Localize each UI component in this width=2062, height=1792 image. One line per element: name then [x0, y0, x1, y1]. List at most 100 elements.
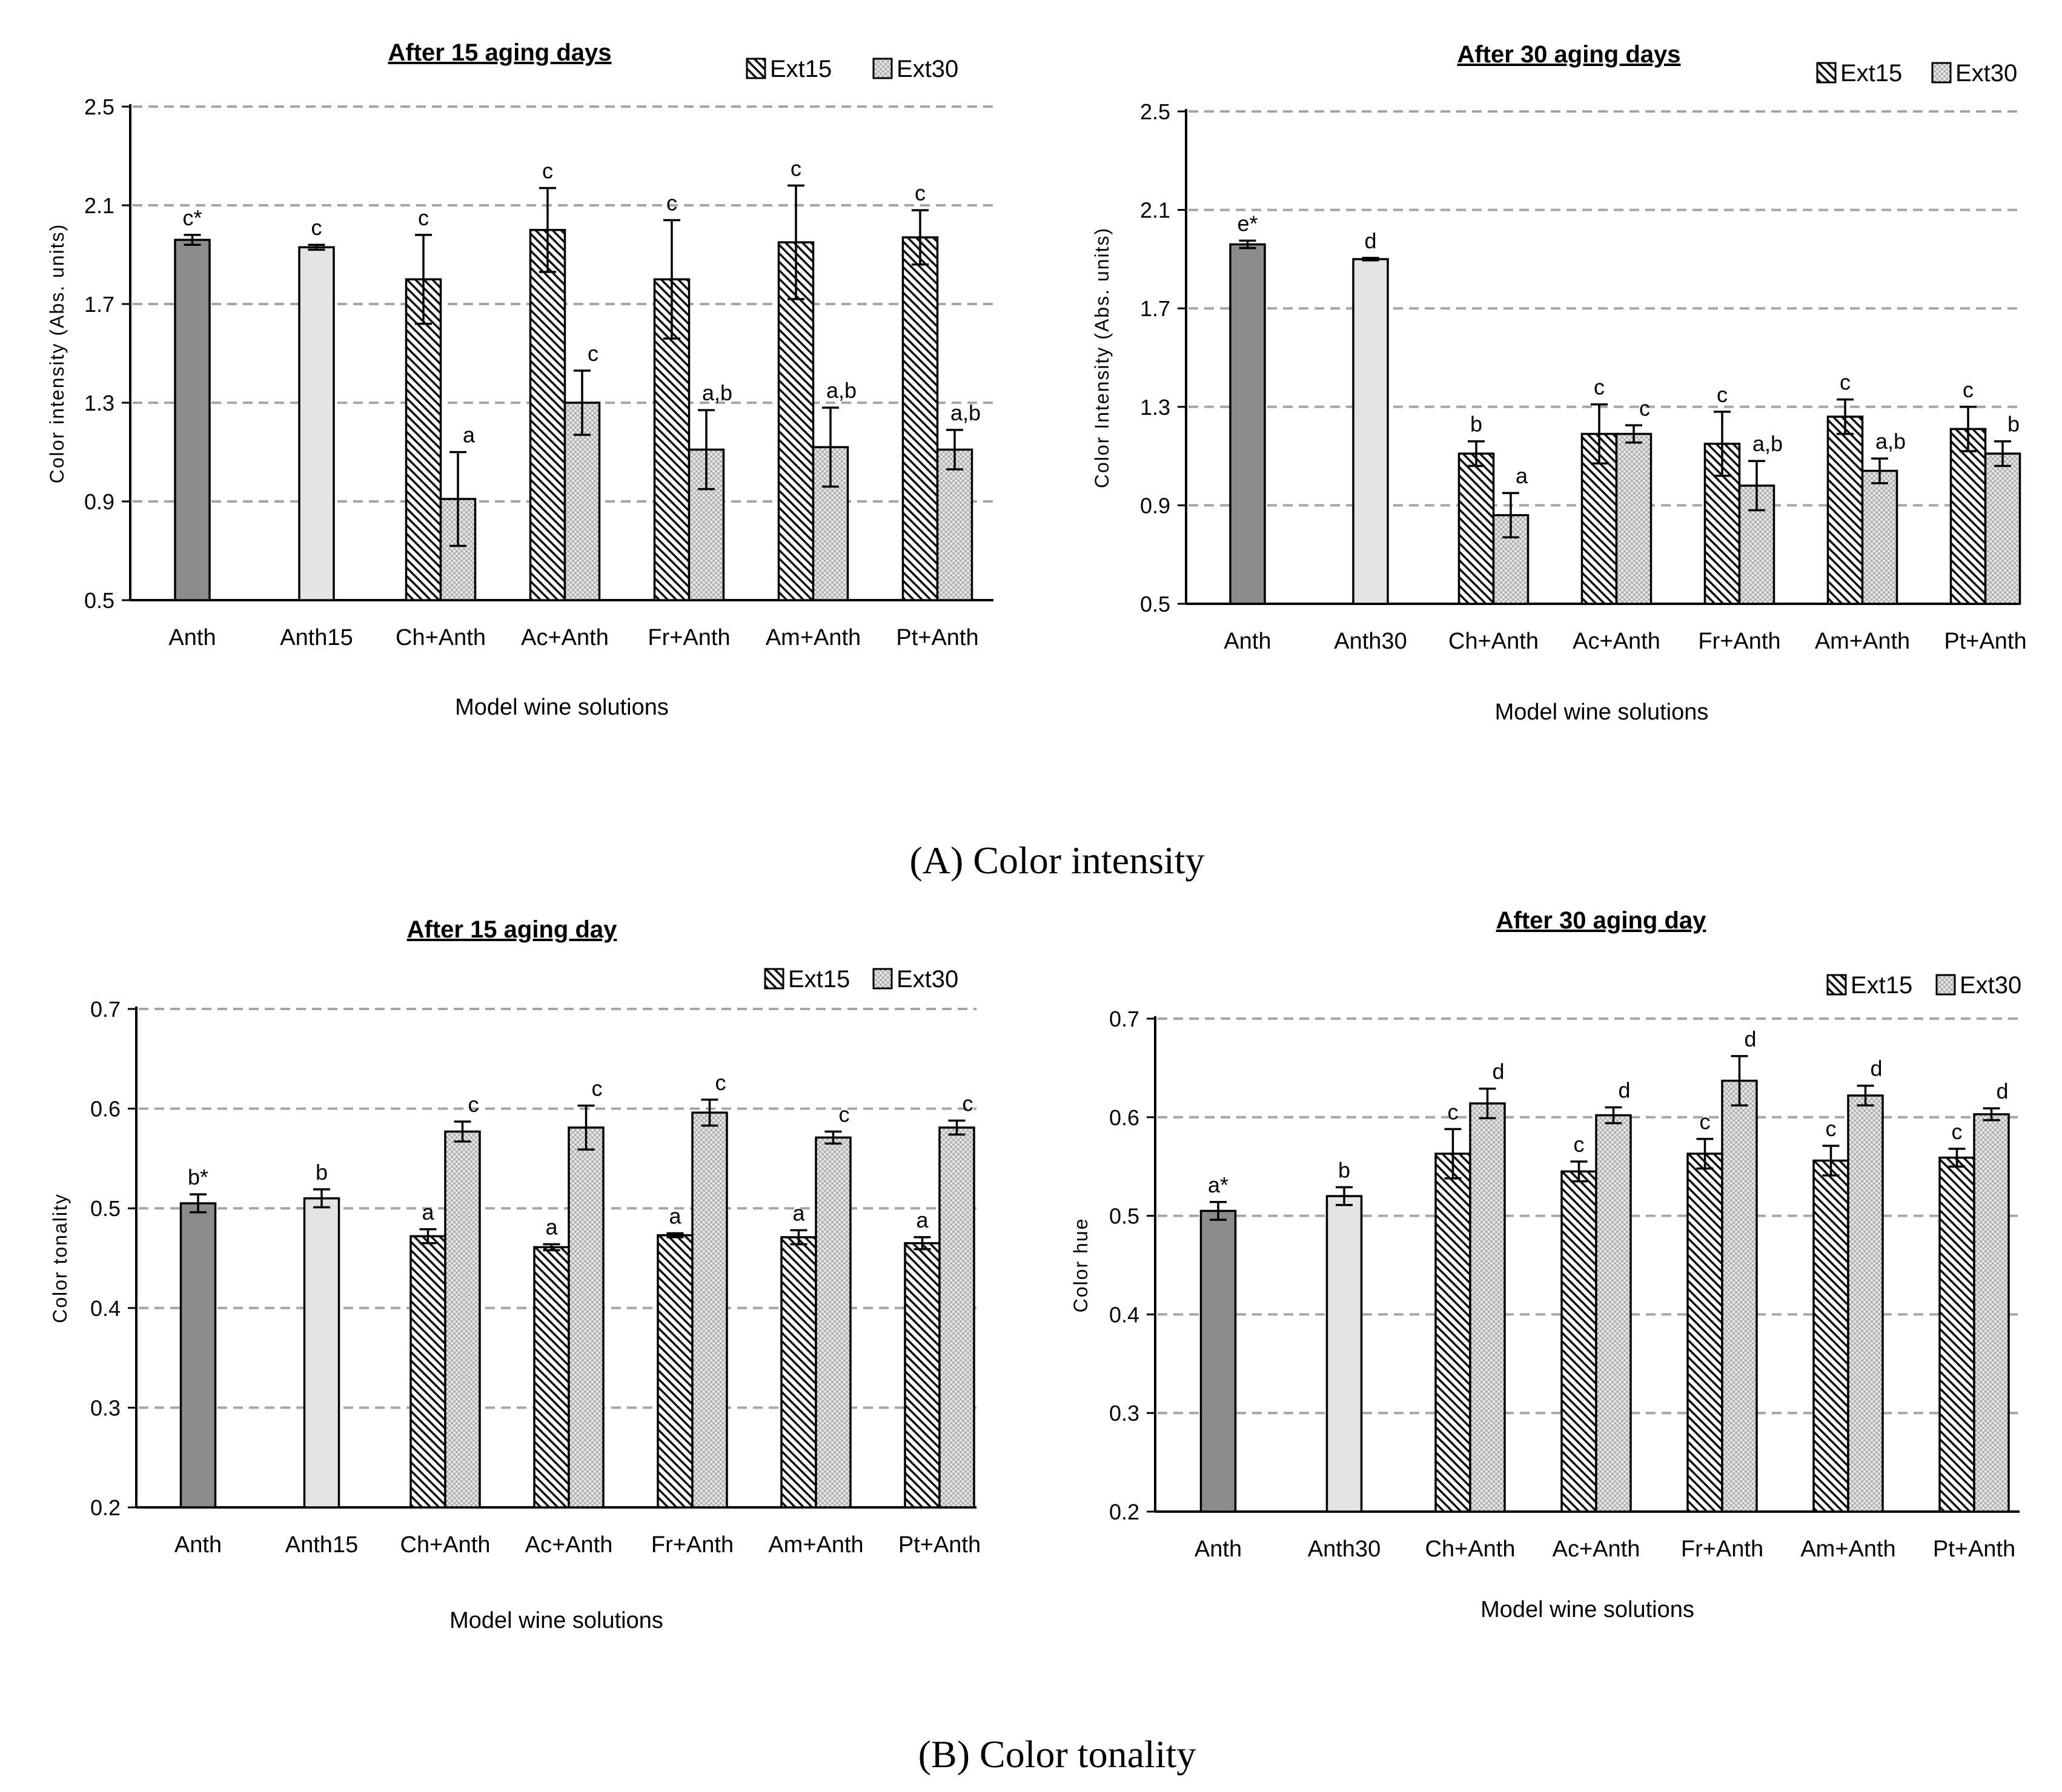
bar-dark	[1199, 1209, 1237, 1513]
panel-b-right: 0.2 0.3 0.4 0.5 0.6 0.7 Color hue After 30 agin…	[1070, 907, 2021, 1622]
significance-label: a	[463, 423, 476, 448]
category-label: Pt+Anth	[1933, 1536, 2015, 1562]
bar-dark	[174, 239, 211, 601]
bar-ext15	[529, 229, 566, 601]
bar-ext30	[1721, 1079, 1758, 1513]
y-tick-label: 0.7	[90, 997, 121, 1022]
significance-label: c	[311, 215, 322, 240]
category-label: Am+Anth	[768, 1532, 863, 1558]
legend-swatch-ext15	[764, 968, 784, 990]
x-axis-label: Model wine solutions	[449, 1608, 663, 1633]
bar-ext15	[409, 1235, 446, 1509]
legend-label-ext15: Ext15	[788, 966, 850, 993]
category-label: Am+Anth	[766, 625, 861, 650]
significance-label: d	[1492, 1059, 1504, 1084]
significance-label: c	[963, 1091, 973, 1116]
legend-label-ext30: Ext30	[1955, 60, 2017, 87]
significance-label: c	[791, 156, 801, 180]
category-label: Anth	[1195, 1536, 1242, 1562]
y-tick-label: 0.5	[1109, 1204, 1139, 1229]
category-label: Anth	[174, 1532, 222, 1558]
category-label: Pt+Anth	[898, 1532, 981, 1558]
y-axis-label: Color hue	[1070, 1218, 1092, 1313]
significance-label: a	[1516, 463, 1528, 488]
significance-label: c	[1952, 1119, 1963, 1144]
x-axis-label: Model wine solutions	[455, 695, 669, 720]
significance-label: c	[666, 190, 677, 215]
y-tick-label: 0.3	[1109, 1401, 1139, 1426]
significance-label: b	[1338, 1157, 1350, 1182]
y-axis-label: Color tonality	[49, 1193, 71, 1323]
bar-ext30	[938, 1126, 975, 1509]
significance-label: c	[1700, 1109, 1711, 1134]
legend-label-ext30: Ext30	[1960, 972, 2021, 999]
y-tick-label: 0.4	[90, 1296, 121, 1321]
significance-label: c	[1840, 370, 1851, 395]
y-tick-label: 0.9	[84, 489, 114, 514]
significance-label: c	[1717, 382, 1728, 407]
panel-a-right: 0.5 0.9 1.3 1.7 2.1 2.5 Color Intensity (Abs. …	[1091, 41, 2027, 725]
significance-label: c	[1574, 1132, 1585, 1157]
significance-label: a,b	[1752, 431, 1783, 456]
significance-label: b	[316, 1160, 328, 1185]
category-label: Fr+Anth	[648, 625, 730, 650]
significance-label: d	[1364, 228, 1376, 253]
category-label: Pt+Anth	[896, 625, 978, 650]
x-axis-label: Model wine solutions	[1495, 699, 1709, 725]
category-label: Ac+Anth	[1553, 1536, 1640, 1562]
bar-light	[1352, 258, 1389, 605]
legend-label-ext30: Ext30	[897, 56, 958, 82]
bar-ext15	[1457, 452, 1495, 605]
category-label: Ch+Anth	[396, 625, 486, 650]
panel-a-left: 0.5 0.9 1.3 1.7 2.1 2.5 Color intensity (Abs. …	[46, 39, 993, 720]
bar-ext15	[901, 236, 939, 601]
bar-ext15	[533, 1246, 570, 1509]
legend-label-ext15: Ext15	[1851, 972, 1912, 999]
bar-ext15	[777, 241, 815, 601]
significance-label: c	[915, 180, 926, 205]
significance-label: c	[1963, 377, 1974, 402]
y-tick-label: 2.1	[84, 193, 114, 218]
significance-label: c	[588, 341, 598, 366]
significance-label: c	[542, 158, 553, 183]
bar-ext30	[1973, 1113, 2010, 1513]
significance-label: a,b	[702, 380, 732, 405]
y-tick-label: 0.5	[1140, 592, 1170, 617]
chart-title: After 15 aging days	[388, 39, 611, 66]
bar-ext30	[1469, 1102, 1506, 1513]
significance-label: d	[1870, 1056, 1882, 1081]
category-label: Ch+Anth	[1448, 629, 1539, 654]
legend-swatch-ext15	[1826, 974, 1847, 996]
significance-label: a	[422, 1200, 434, 1225]
y-tick-label: 0.4	[1109, 1302, 1139, 1327]
chart-title: After 15 aging day	[407, 916, 618, 943]
significance-label: c	[592, 1076, 603, 1101]
y-tick-label: 0.2	[1109, 1499, 1139, 1524]
chart-title: After 30 aging days	[1457, 41, 1680, 68]
bar-ext30	[815, 1136, 852, 1509]
y-tick-label: 1.3	[1140, 395, 1170, 420]
bar-dark	[1229, 243, 1266, 605]
significance-label: a	[669, 1203, 681, 1228]
y-tick-label: 1.7	[84, 292, 114, 317]
significance-label: d	[1618, 1078, 1630, 1103]
significance-label: c	[1448, 1099, 1459, 1124]
legend-label-ext15: Ext15	[770, 56, 832, 82]
bar-light	[1325, 1195, 1363, 1513]
bar-ext15	[405, 278, 442, 601]
bar-ext30	[1615, 432, 1653, 605]
category-label: Anth30	[1334, 629, 1407, 654]
y-tick-label: 0.5	[84, 588, 114, 613]
bar-ext15	[1812, 1159, 1849, 1513]
panel-b-left: 0.2 0.3 0.4 0.5 0.6 0.7 Color tonality After 15…	[49, 916, 981, 1633]
category-label: Ac+Anth	[525, 1532, 613, 1558]
legend-swatch-ext30	[872, 58, 893, 79]
significance-label: c	[418, 205, 429, 230]
bar-dark	[179, 1202, 217, 1509]
significance-label: a*	[1208, 1172, 1228, 1197]
significance-label: a,b	[1875, 429, 1906, 454]
bar-ext15	[1826, 415, 1864, 605]
category-label: Ac+Anth	[521, 625, 609, 650]
y-tick-label: 2.5	[84, 94, 114, 119]
category-label: Anth	[168, 625, 216, 650]
